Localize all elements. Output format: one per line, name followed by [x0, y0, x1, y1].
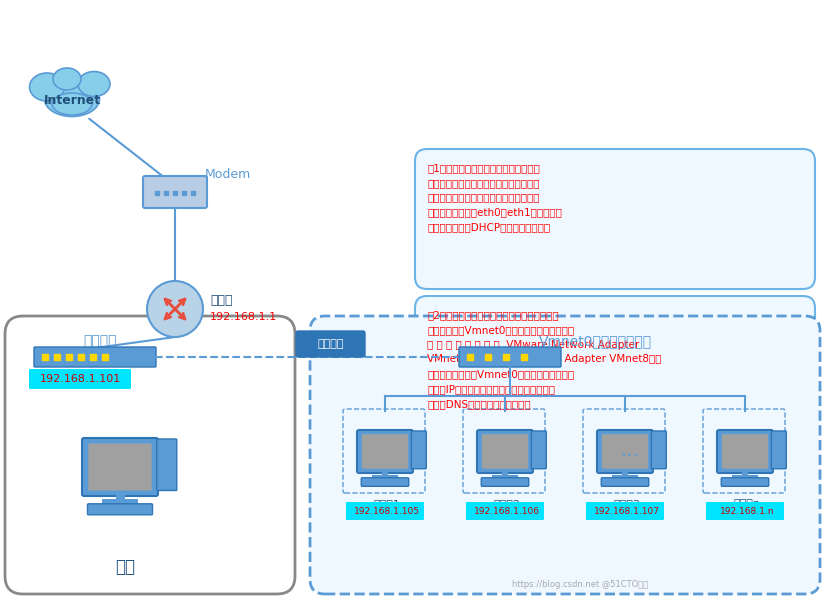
Circle shape [147, 281, 203, 337]
FancyBboxPatch shape [722, 434, 768, 469]
Ellipse shape [45, 81, 99, 116]
Text: 192.168.1.105: 192.168.1.105 [354, 507, 420, 516]
Text: 虚拟机n: 虚拟机n [733, 499, 761, 509]
Text: 虚拟机1: 虚拟机1 [373, 499, 401, 509]
Text: 注1：虚拟网桥会转发主机网卡接收到的
广播和组播信息，以及目标为虚拟交换机
网段的单播。所以，与虚拟交换机机连接
的虚拟网卡（如：eth0、eth1等）接收到
: 注1：虚拟网桥会转发主机网卡接收到的 广播和组播信息，以及目标为虚拟交换机 网段… [427, 163, 562, 232]
FancyBboxPatch shape [310, 316, 820, 594]
Ellipse shape [78, 71, 110, 96]
Text: Vmnet0（虚拟交换机）: Vmnet0（虚拟交换机） [539, 334, 652, 348]
FancyBboxPatch shape [459, 347, 561, 367]
Bar [372, 475, 398, 479]
Bar [732, 475, 758, 479]
FancyBboxPatch shape [346, 502, 424, 520]
FancyBboxPatch shape [415, 296, 815, 451]
Text: 虚拟机2: 虚拟机2 [493, 499, 520, 509]
Bar [612, 475, 638, 479]
FancyBboxPatch shape [143, 176, 207, 208]
FancyBboxPatch shape [601, 478, 648, 486]
Text: Modem: Modem [205, 168, 251, 181]
FancyBboxPatch shape [651, 431, 667, 469]
FancyBboxPatch shape [477, 430, 533, 473]
FancyBboxPatch shape [415, 149, 815, 289]
Text: 注2：桥接模式是通过虚拟网桥将主机上的网卡
与虚拟交换机Vmnet0连接在一起，虚拟机上的
虚 拟 网 卡 （ 并 不 是  VMware Network Ad: 注2：桥接模式是通过虚拟网桥将主机上的网卡 与虚拟交换机Vmnet0连接在一起，… [427, 310, 662, 409]
Text: 192.168.1.106: 192.168.1.106 [474, 507, 540, 516]
FancyBboxPatch shape [717, 430, 773, 473]
FancyBboxPatch shape [362, 434, 408, 469]
FancyBboxPatch shape [357, 430, 413, 473]
Bar [622, 470, 629, 476]
Bar [501, 470, 508, 476]
FancyBboxPatch shape [88, 504, 153, 515]
Text: 192.168.1.101: 192.168.1.101 [40, 374, 121, 384]
Text: Internet: Internet [44, 95, 101, 107]
FancyBboxPatch shape [466, 502, 544, 520]
FancyBboxPatch shape [531, 431, 546, 469]
FancyBboxPatch shape [597, 430, 653, 473]
FancyBboxPatch shape [602, 434, 648, 469]
Bar [492, 475, 518, 479]
FancyBboxPatch shape [5, 316, 295, 594]
Text: ...: ... [620, 441, 639, 461]
FancyBboxPatch shape [361, 478, 409, 486]
Bar [742, 470, 748, 476]
Text: 192.168.1.107: 192.168.1.107 [594, 507, 660, 516]
FancyBboxPatch shape [482, 478, 529, 486]
Bar [102, 500, 138, 505]
Bar [382, 470, 388, 476]
Text: 主机: 主机 [115, 558, 135, 576]
Ellipse shape [52, 93, 92, 115]
Text: 主机网卡: 主机网卡 [83, 334, 116, 348]
Ellipse shape [53, 68, 81, 90]
FancyBboxPatch shape [296, 331, 365, 357]
Ellipse shape [30, 73, 64, 101]
FancyBboxPatch shape [771, 431, 786, 469]
FancyBboxPatch shape [411, 431, 426, 469]
Text: 192.168.1.n: 192.168.1.n [719, 507, 774, 516]
Text: 192.168.1.1: 192.168.1.1 [210, 312, 278, 322]
FancyBboxPatch shape [706, 502, 784, 520]
Text: https://blog.csdn.net @51CTO博客: https://blog.csdn.net @51CTO博客 [512, 580, 648, 589]
FancyBboxPatch shape [586, 502, 664, 520]
FancyBboxPatch shape [29, 369, 131, 389]
FancyBboxPatch shape [82, 438, 158, 496]
Text: 虚拟机3: 虚拟机3 [614, 499, 640, 509]
Text: 虚拟网桥: 虚拟网桥 [317, 339, 344, 349]
FancyBboxPatch shape [157, 439, 177, 491]
Bar [116, 492, 125, 501]
Text: 路由器: 路由器 [210, 295, 232, 307]
FancyBboxPatch shape [482, 434, 528, 469]
FancyBboxPatch shape [721, 478, 769, 486]
FancyBboxPatch shape [34, 347, 156, 367]
FancyBboxPatch shape [88, 443, 152, 491]
